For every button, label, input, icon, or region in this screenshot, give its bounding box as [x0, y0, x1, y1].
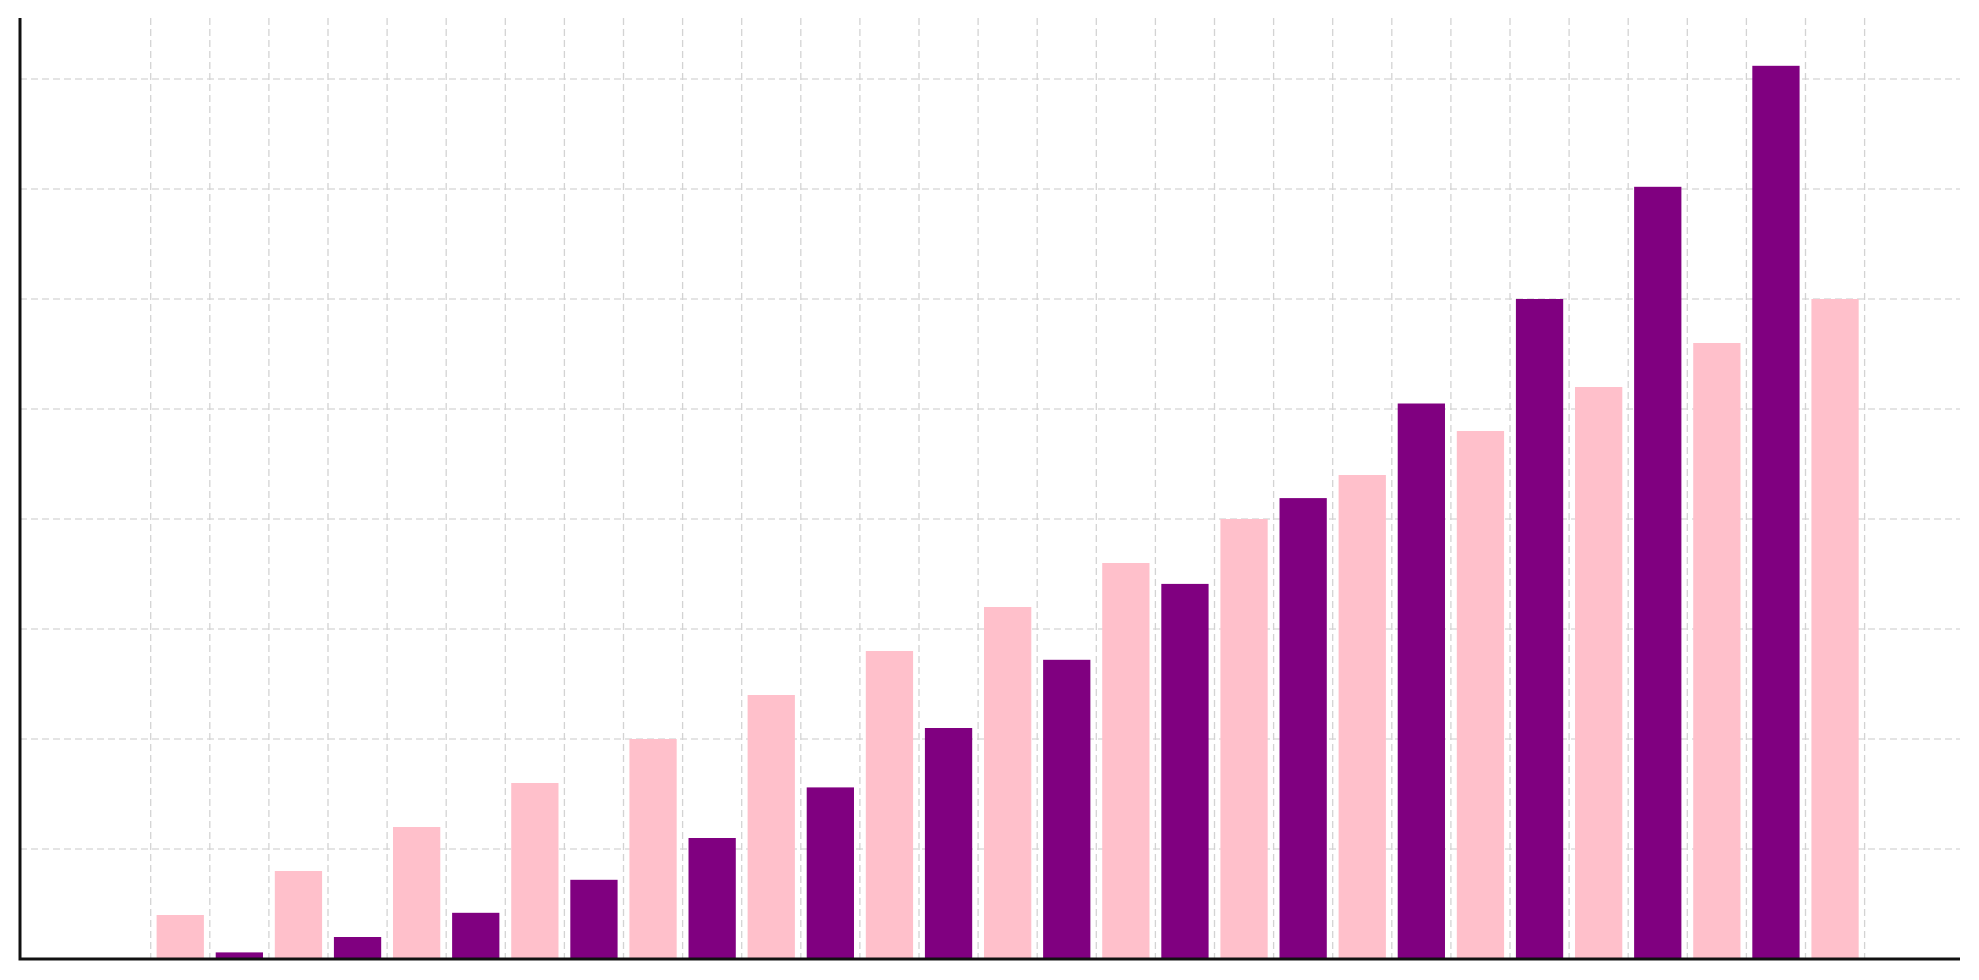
bar	[1279, 498, 1327, 959]
bar	[924, 728, 973, 959]
bar	[1102, 563, 1150, 959]
bar	[1515, 299, 1564, 959]
bar	[1456, 431, 1505, 959]
bar	[1220, 519, 1268, 959]
bar	[1634, 186, 1682, 960]
bar	[511, 783, 559, 959]
bar	[274, 871, 323, 959]
axes	[18, 18, 1960, 961]
grid	[20, 18, 1960, 959]
bar	[688, 838, 736, 959]
bar	[393, 827, 441, 959]
bar	[156, 915, 204, 959]
bar	[452, 912, 500, 959]
bar	[1043, 659, 1091, 959]
bar	[629, 739, 677, 959]
bar	[1397, 403, 1445, 959]
bar	[570, 879, 618, 959]
bars	[156, 65, 1859, 960]
bar	[865, 651, 914, 959]
bar	[333, 937, 382, 959]
bar	[747, 695, 795, 959]
bar	[1752, 65, 1800, 960]
bar	[1693, 343, 1741, 959]
bar	[1161, 583, 1209, 959]
bar	[984, 607, 1032, 959]
bar	[1575, 387, 1623, 959]
bar	[1338, 475, 1386, 959]
bar	[1811, 299, 1859, 959]
bar	[806, 787, 854, 959]
bar	[215, 952, 263, 959]
